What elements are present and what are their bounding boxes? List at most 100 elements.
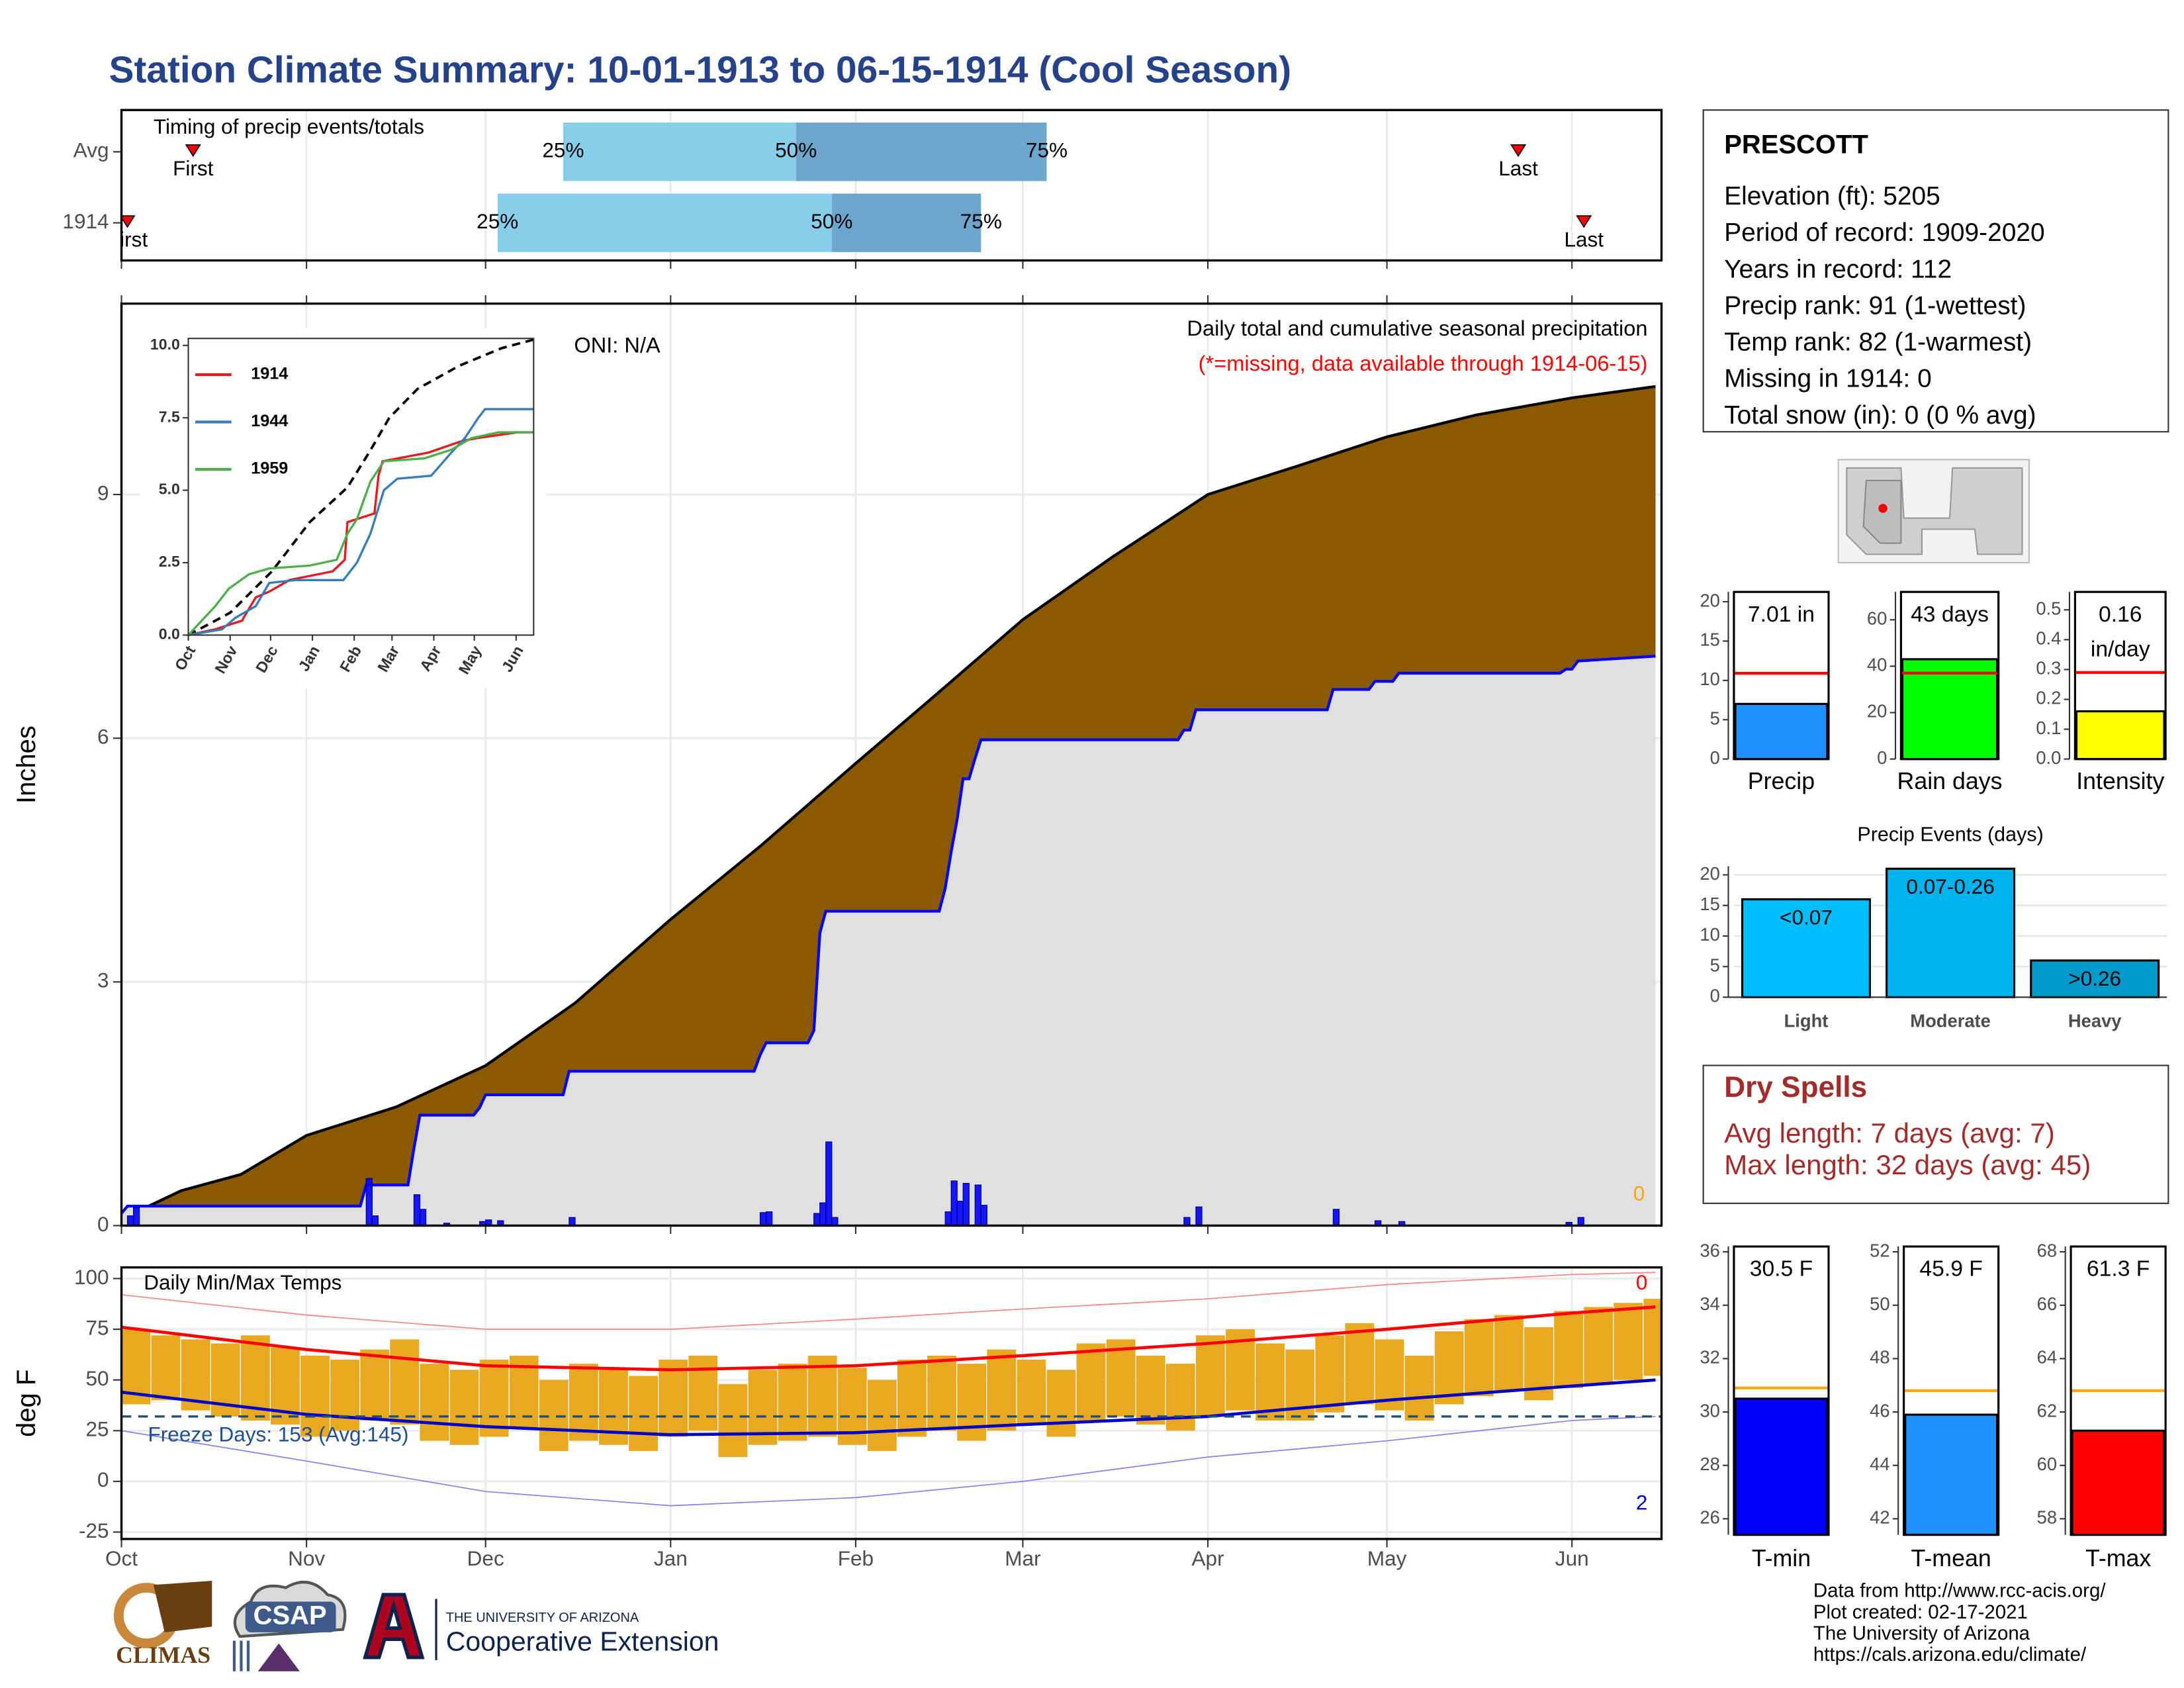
climas-logo: CLIMAS xyxy=(113,1580,212,1668)
daily-temp-bar xyxy=(778,1364,807,1441)
event-label: Last xyxy=(1564,227,1604,251)
bar-label: <0.07 xyxy=(1780,905,1833,929)
y-tick-label: 10.0 xyxy=(150,336,180,353)
x-tick-label: Nov xyxy=(288,1546,325,1570)
daily-temp-bar xyxy=(300,1355,330,1437)
row-label: Avg xyxy=(73,138,109,162)
y-tick-label: 20 xyxy=(1700,590,1719,610)
daily-temp-bar xyxy=(927,1355,956,1431)
daily-temp-bar xyxy=(1434,1331,1464,1405)
row-label: 1914 xyxy=(62,209,109,233)
inset-plot xyxy=(188,338,534,635)
daily-temp-bar xyxy=(1017,1360,1046,1425)
y-tick-label: 2.5 xyxy=(159,553,180,570)
station-line: Temp rank: 82 (1-warmest) xyxy=(1724,328,2032,357)
category-label: T-max xyxy=(2085,1545,2151,1571)
record-min-line xyxy=(121,1415,1656,1507)
daily-precip-bar xyxy=(962,1183,970,1227)
timing-bar-early xyxy=(497,193,832,252)
daily-temp-bar xyxy=(390,1339,420,1425)
y-tick-label: 30 xyxy=(1700,1400,1719,1421)
daily-temp-bar xyxy=(897,1360,927,1437)
y-tick-label: 10 xyxy=(1700,669,1719,689)
daily-temp-bar xyxy=(420,1364,449,1441)
daily-temp-bar xyxy=(330,1360,360,1431)
ua-text: THE UNIVERSITY OF ARIZONA xyxy=(446,1611,639,1625)
daily-temp-bar xyxy=(807,1355,837,1437)
x-tick-label: Apr xyxy=(1192,1546,1224,1570)
y-tick-label: 5.0 xyxy=(159,481,180,498)
y-tick-label: 34 xyxy=(1700,1293,1719,1314)
bar-label: 0.07-0.26 xyxy=(1906,874,1994,898)
ua-a xyxy=(363,1593,425,1660)
record-low-count: 2 xyxy=(1636,1491,1648,1515)
dry-spell-line: Avg length: 7 days (avg: 7) xyxy=(1724,1117,2055,1149)
legend-label: 1959 xyxy=(251,459,288,478)
dry-spells-box xyxy=(1702,1064,2169,1204)
event-marker xyxy=(121,215,136,228)
y-tick-label: 52 xyxy=(1870,1240,1889,1260)
station-line: Total snow (in): 0 (0 % avg) xyxy=(1724,401,2036,430)
normal-min-line xyxy=(121,1378,1656,1436)
y-axis-label: Inches xyxy=(12,726,41,804)
daily-temp-bar xyxy=(1106,1339,1136,1417)
event-marker xyxy=(1576,215,1592,228)
y-tick-label: 26 xyxy=(1700,1507,1719,1528)
event-marker xyxy=(185,144,201,158)
y-tick-label: -25 xyxy=(79,1519,109,1542)
y-tick-label: 32 xyxy=(1700,1347,1719,1368)
panel-frame xyxy=(120,1266,1663,1540)
daily-temp-bar xyxy=(688,1355,718,1431)
y-tick-label: 0 xyxy=(1710,986,1720,1006)
panel-title: Timing of precip events/totals xyxy=(154,115,424,138)
station-line: Elevation (ft): 5205 xyxy=(1724,182,1940,211)
percent-label: 75% xyxy=(960,209,1002,233)
daily-temp-bar xyxy=(1464,1319,1494,1397)
daily-temp-bar xyxy=(987,1349,1017,1431)
season-cumulative-area xyxy=(121,656,1656,1226)
daily-precip-bar xyxy=(132,1207,140,1227)
y-axis-label: deg F xyxy=(12,1370,41,1437)
value-label: 45.9 F xyxy=(1919,1257,1982,1282)
daily-precip-bar xyxy=(365,1178,373,1227)
y-tick-label: 62 xyxy=(2037,1400,2057,1421)
credit-line: Plot created: 02-17-2021 xyxy=(1813,1601,2028,1623)
percent-label: 50% xyxy=(811,209,852,233)
x-tick-label: May xyxy=(1367,1546,1407,1570)
daily-precip-bar xyxy=(419,1209,427,1227)
y-tick-label: 3 xyxy=(97,968,109,992)
percent-label: 75% xyxy=(1026,138,1068,162)
daily-temp-bar xyxy=(151,1335,181,1401)
bar xyxy=(1904,1413,1999,1536)
daily-precip-bar xyxy=(980,1205,987,1227)
csap-mountain xyxy=(257,1643,300,1671)
category-label: Intensity xyxy=(2076,768,2164,794)
y-tick-label: 15 xyxy=(1700,630,1719,650)
daily-precip-bar xyxy=(825,1141,833,1227)
bar xyxy=(2075,710,2165,761)
value-label: 61.3 F xyxy=(2087,1257,2150,1282)
daily-precip-bar xyxy=(759,1212,767,1227)
chart-title: Precip Events (days) xyxy=(1857,823,2043,845)
season-cumulative-line xyxy=(120,655,1656,1215)
daily-precip-bar xyxy=(831,1217,839,1227)
panel-frame xyxy=(120,302,1663,1227)
station-dot xyxy=(1878,504,1888,513)
average-line xyxy=(187,338,534,637)
daily-precip-bar xyxy=(413,1194,421,1227)
daily-precip-bar xyxy=(1332,1209,1340,1227)
y-tick-label: 28 xyxy=(1700,1454,1719,1474)
daily-temp-bar xyxy=(659,1360,688,1437)
y-tick-label: 0.2 xyxy=(2036,688,2061,708)
y-tick-label: 0.4 xyxy=(2036,628,2061,649)
daily-temp-bar xyxy=(1076,1343,1106,1421)
bar xyxy=(1886,867,2016,999)
daily-precip-bar xyxy=(944,1211,952,1227)
bar xyxy=(1901,658,1999,761)
y-tick-label: 25 xyxy=(86,1417,109,1441)
bar xyxy=(1734,1397,1829,1536)
timing-plot: 25% 50% 75% First Last 25% 50% 75% First Last Timi… xyxy=(121,110,1604,261)
daily-temp-bar xyxy=(957,1364,987,1441)
y-tick-label: 7.5 xyxy=(159,408,180,425)
